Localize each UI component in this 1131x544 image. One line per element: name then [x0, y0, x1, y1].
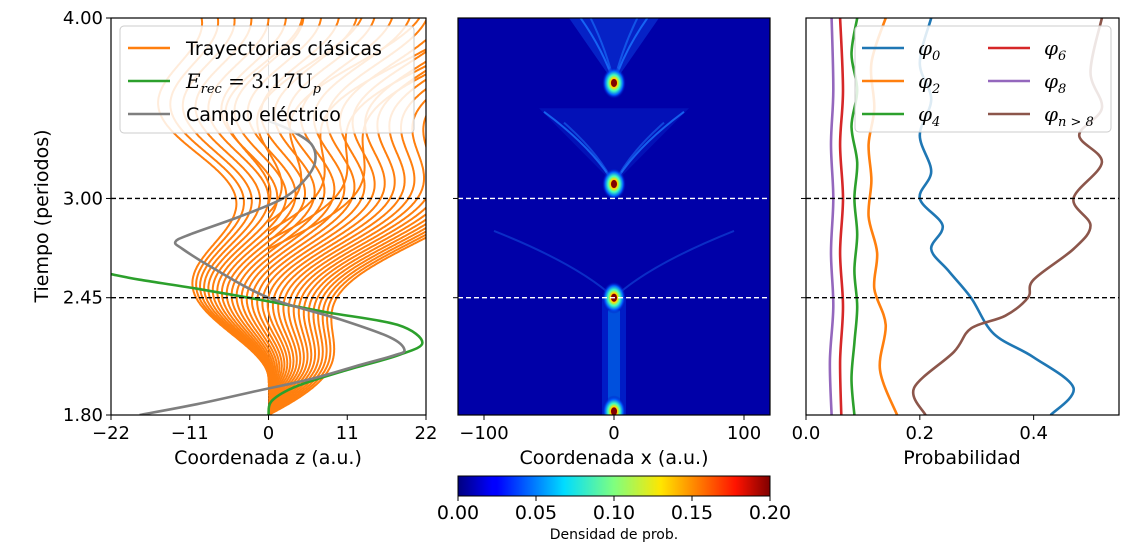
classical-trajectory	[267, 206, 426, 406]
colorbar-tick-label: 0.20	[749, 502, 791, 524]
legend-label: φ8	[1044, 69, 1066, 97]
x-tick-label: 100	[727, 423, 761, 444]
classical-trajectory	[268, 236, 426, 415]
y-axis-label: Tiempo (periodos)	[31, 129, 53, 303]
x-axis-label-middle: Coordenada x (a.u.)	[519, 447, 708, 469]
density-fan	[539, 108, 689, 185]
legend-label: φ0	[918, 36, 940, 64]
legend-label-erec: Erec = 3.17Up	[185, 69, 322, 97]
legend-label: φ2	[918, 69, 940, 97]
legend-label-field: Campo eléctrico	[186, 104, 341, 126]
x-tick-label: 0.0	[792, 423, 821, 444]
colorbar-tick-label: 0.00	[437, 502, 479, 524]
x-tick-label: −100	[459, 423, 508, 444]
probability-line	[838, 18, 845, 415]
trajectories-panel: −22 −11 0 11 22 1.80 2.45 3.00 4.00 Coordenada z…	[31, 8, 438, 469]
x-tick-label: 0	[608, 423, 619, 444]
y-tick-label: 2.45	[63, 288, 103, 309]
y-tick-label: 3.00	[63, 188, 103, 209]
classical-trajectory	[268, 230, 426, 413]
density-column	[608, 310, 620, 406]
colorbar-gradient	[457, 475, 771, 497]
classical-trajectory	[267, 114, 426, 405]
classical-trajectory	[267, 78, 426, 400]
density-peak-core	[611, 180, 617, 189]
density-peak-core	[611, 78, 617, 87]
colorbar-tick-label: 0.15	[671, 502, 713, 524]
x-tick-label: 0	[263, 423, 274, 444]
legend-right: φ0 φ2 φ4 φ6 φ8 φn > 8	[854, 25, 1112, 133]
density-peak-core	[611, 407, 617, 415]
classical-trajectory	[267, 233, 426, 415]
x-axis-label-left: Coordenada z (a.u.)	[174, 447, 362, 469]
colorbar-tick-label: 0.10	[593, 502, 635, 524]
x-tick-label: 0.2	[905, 423, 934, 444]
ticks-right: 0.0 0.2 0.4	[792, 197, 1048, 444]
axes-frame-right	[805, 17, 1120, 416]
legend-left: Trayectorias clásicas Erec = 3.17Up Camp…	[119, 25, 415, 134]
y-tick-label: 4.00	[63, 8, 103, 29]
probability-line	[828, 18, 835, 415]
classical-trajectory	[267, 226, 426, 412]
colorbar-label: Densidad de prob.	[550, 527, 678, 543]
x-tick-label: −22	[92, 423, 130, 444]
probability-panel: 0.0 0.2 0.4 Probabilidad φ0 φ2 φ4 φ6 φ8 φn > 8	[792, 17, 1120, 469]
ticks-middle: −100 0 100	[453, 197, 761, 444]
ticks-left: −22 −11 0 11 22 1.80 2.45 3.00 4.00	[63, 8, 438, 444]
legend-label-trajectories: Trayectorias clásicas	[185, 38, 382, 60]
electric-field-line	[139, 119, 406, 415]
colorbar-ticks: 0.00 0.05 0.10 0.15 0.20	[437, 496, 791, 524]
x-axis-label-right: Probabilidad	[903, 447, 1021, 469]
x-tick-label: −11	[171, 423, 209, 444]
legend-label: φn > 8	[1044, 102, 1094, 130]
legend-frame-right	[854, 25, 1112, 133]
colorbar-tick-label: 0.05	[515, 502, 557, 524]
legend-label: φ4	[918, 102, 940, 130]
classical-trajectory	[267, 213, 426, 408]
classical-trajectory	[268, 222, 426, 411]
density-peak	[602, 395, 626, 415]
heatmap-area	[458, 18, 770, 415]
x-tick-label: 0.4	[1019, 423, 1048, 444]
colorbar: 0.00 0.05 0.10 0.15 0.20 Densidad de prob.	[437, 475, 791, 543]
density-panel: −100 0 100 Coordenada x (a.u.) 0.00 0.05 0.1…	[437, 17, 791, 543]
classical-trajectory	[267, 98, 426, 403]
erec-trajectory-line	[111, 272, 424, 415]
x-tick-label: 22	[415, 423, 438, 444]
x-tick-label: 11	[336, 423, 359, 444]
classical-trajectory	[267, 87, 426, 402]
heatmap-features	[458, 18, 770, 415]
y-tick-label: 1.80	[63, 405, 103, 426]
legend-label: φ6	[1044, 36, 1066, 64]
legend-frame-left	[119, 25, 415, 134]
classical-trajectory	[267, 218, 426, 409]
density-fan	[569, 18, 659, 83]
